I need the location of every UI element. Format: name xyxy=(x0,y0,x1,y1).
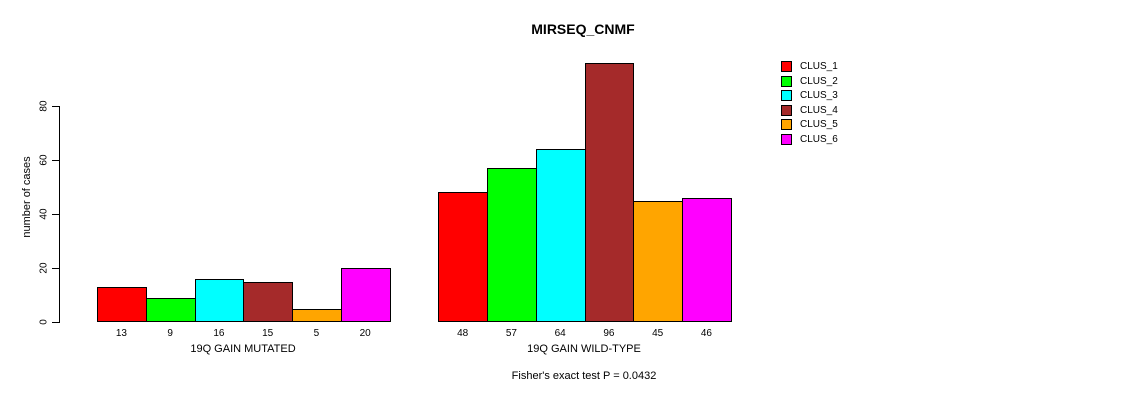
legend: CLUS_1 CLUS_2 CLUS_3 CLUS_4 CLUS_5 CLUS_6 xyxy=(781,61,838,145)
legend-swatch xyxy=(781,104,792,116)
legend-swatch xyxy=(781,119,792,130)
bar-clus_5-group-1 xyxy=(292,308,342,322)
bar-value-label: 96 xyxy=(603,328,615,339)
bar-clus_3-group-2 xyxy=(535,149,586,322)
legend-item-clus_2: CLUS_2 xyxy=(781,75,838,87)
bar-value-label: 57 xyxy=(505,328,517,339)
legend-swatch xyxy=(781,75,792,87)
bar-value-label: 9 xyxy=(167,328,173,339)
bar-clus_4-group-2 xyxy=(584,62,635,322)
y-axis-label: number of cases xyxy=(21,156,33,238)
bar-value-label: 45 xyxy=(652,328,664,339)
y-tick-label: 80 xyxy=(38,100,50,112)
legend-label: CLUS_2 xyxy=(800,75,838,87)
chart-title: MIRSEQ_CNMF xyxy=(531,21,635,37)
y-tick xyxy=(52,106,59,107)
bar-clus_2-group-2 xyxy=(487,168,537,322)
bar-clus_5-group-2 xyxy=(633,200,683,322)
legend-label: CLUS_3 xyxy=(800,90,838,101)
y-tick xyxy=(52,268,59,269)
legend-swatch xyxy=(781,61,792,72)
legend-label: CLUS_5 xyxy=(800,119,838,130)
legend-item-clus_5: CLUS_5 xyxy=(781,119,838,130)
bar-clus_4-group-1 xyxy=(243,281,293,322)
bar-clus_6-group-1 xyxy=(340,268,391,322)
legend-label: CLUS_6 xyxy=(800,133,838,145)
legend-item-clus_4: CLUS_4 xyxy=(781,104,838,116)
bar-value-label: 64 xyxy=(554,328,566,339)
y-tick xyxy=(52,160,59,161)
y-tick xyxy=(52,214,59,215)
fisher-test-annotation: Fisher's exact test P = 0.0432 xyxy=(511,370,657,382)
bar-value-label: 5 xyxy=(313,328,320,339)
bar-value-label: 15 xyxy=(262,328,274,339)
bar-clus_3-group-1 xyxy=(194,278,245,322)
legend-item-clus_6: CLUS_6 xyxy=(781,133,838,145)
bar-clus_6-group-2 xyxy=(682,197,732,322)
y-tick-label: 20 xyxy=(38,262,50,274)
bar-value-label: 20 xyxy=(359,328,371,339)
legend-label: CLUS_4 xyxy=(800,104,838,116)
y-tick-label: 0 xyxy=(38,319,50,325)
legend-item-clus_1: CLUS_1 xyxy=(781,61,838,72)
bar-value-label: 46 xyxy=(700,328,712,339)
legend-item-clus_3: CLUS_3 xyxy=(781,90,838,101)
y-tick-label: 60 xyxy=(38,154,50,166)
legend-swatch xyxy=(781,133,792,145)
x-axis-label-group-2: 19Q GAIN WILD-TYPE xyxy=(527,343,641,355)
y-axis-line xyxy=(59,106,60,323)
bar-clus_1-group-2 xyxy=(438,192,488,322)
bar-clus_2-group-1 xyxy=(145,297,196,322)
x-axis-label-group-1: 19Q GAIN MUTATED xyxy=(190,343,296,355)
legend-label: CLUS_1 xyxy=(800,61,838,72)
y-tick xyxy=(52,322,59,323)
y-tick-label: 40 xyxy=(38,208,50,220)
bar-value-label: 48 xyxy=(457,328,469,339)
bar-value-label: 16 xyxy=(213,328,225,339)
bar-clus_1-group-1 xyxy=(97,286,147,322)
legend-swatch xyxy=(781,90,792,101)
bar-value-label: 13 xyxy=(115,328,127,339)
